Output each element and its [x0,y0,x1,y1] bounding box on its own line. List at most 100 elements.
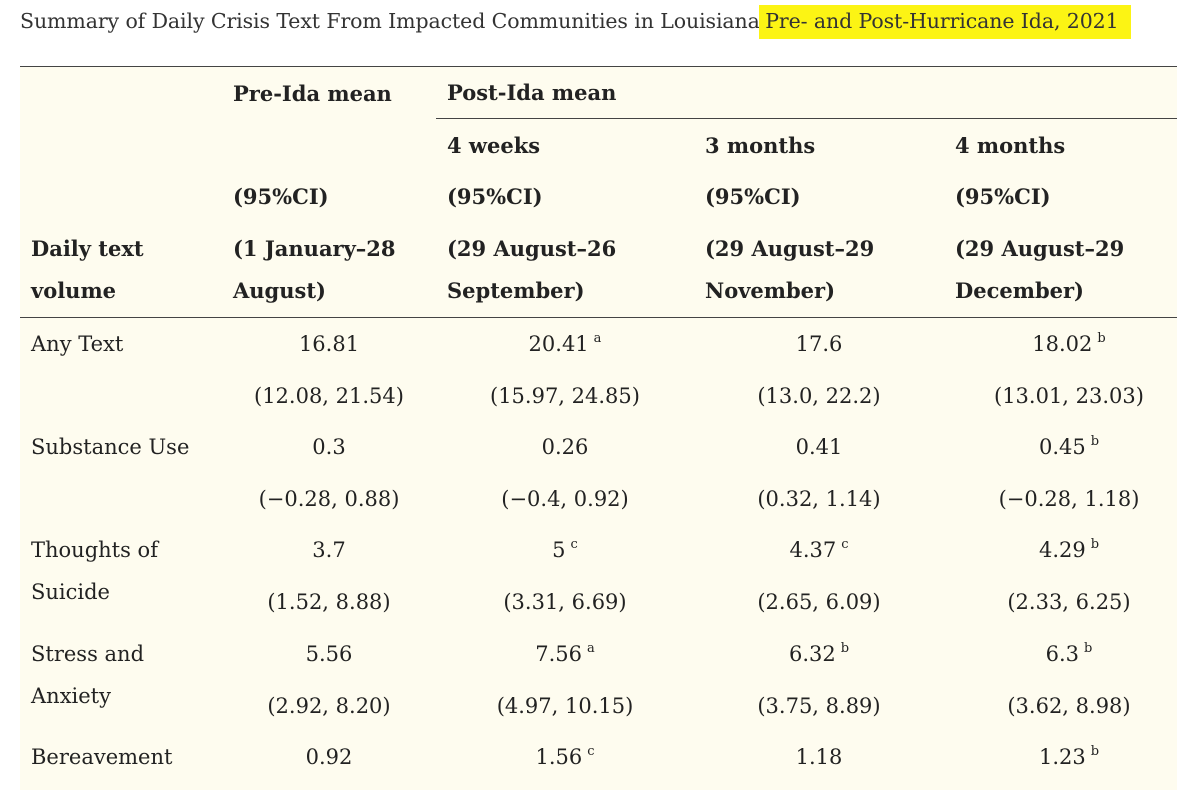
footnote-marker: b [1090,434,1100,449]
mean-number: 3.7 [312,538,346,562]
mean-value: 0.26 [445,426,685,468]
row-label: Any Text [31,332,124,356]
mean-number: 0.26 [541,435,589,459]
row-label: Suicide [31,580,110,604]
table-background [20,66,1177,790]
mean-value: 0.92 [209,736,449,778]
confidence-interval: (−0.4, 0.92) [501,487,629,511]
mean-number: 0.41 [795,435,843,459]
confidence-interval: (2.92, 8.20) [267,694,391,718]
mean-value: 20.41 a [445,323,685,369]
mean-value: 5.56 [209,633,449,675]
confidence-interval: (1.52, 8.88) [267,590,391,614]
header-bottom-rule [20,317,1177,318]
header-post-4weeks-period-line2: September) [447,278,585,303]
row-label: Thoughts of [31,538,158,562]
mean-value: 1.56 c [445,736,685,782]
header-post-4weeks-period-line1: (29 August–26 [447,236,617,261]
mean-value: 6.3 b [949,633,1177,679]
footnote-marker: b [840,641,850,656]
mean-number: 7.56 [535,642,582,666]
confidence-interval: (0.32, 1.14) [757,487,881,511]
table-top-rule [20,66,1177,67]
mean-value: 4.29 b [949,529,1177,575]
footnote-marker: b [1090,537,1100,552]
mean-number: 16.81 [298,332,360,356]
mean-number: 17.6 [795,332,843,356]
header-post-4months-period-line1: (29 August–29 [955,236,1125,261]
confidence-interval: (4.97, 10.15) [496,694,634,718]
mean-value: 6.32 b [699,633,939,679]
mean-number: 1.18 [795,745,843,769]
header-post-3months-title: 3 months [705,133,816,158]
header-row-label-line1: Daily text [31,236,144,261]
mean-value: 0.45 b [949,426,1177,472]
confidence-interval: (3.31, 6.69) [503,590,627,614]
header-post-4weeks-title: 4 weeks [447,133,541,158]
mean-number: 0.3 [312,435,346,459]
row-label: Substance Use [31,435,190,459]
row-label: Bereavement [31,745,173,769]
confidence-interval: (15.97, 24.85) [490,384,640,408]
confidence-interval: (2.65, 6.09) [757,590,881,614]
footnote-marker: c [570,537,578,552]
mean-number: 5 [552,538,566,562]
mean-value: 16.81 [209,323,449,365]
mean-number: 20.41 [528,332,589,356]
mean-value: 0.3 [209,426,449,468]
mean-value: 18.02 b [949,323,1177,369]
mean-value: 1.23 b [949,736,1177,782]
footnote-marker: c [587,744,595,759]
confidence-interval: (13.0, 22.2) [757,384,881,408]
header-pre-title: Pre-Ida mean [233,81,392,106]
confidence-interval: (2.33, 6.25) [1007,590,1131,614]
mean-number: 6.3 [1045,642,1080,666]
confidence-interval: (12.08, 21.54) [254,384,404,408]
footnote-marker: b [1084,641,1093,656]
caption-text: Summary of Daily Crisis Text From Impact… [20,9,760,33]
mean-value: 3.7 [209,529,449,571]
header-post-4months-title: 4 months [955,133,1066,158]
mean-value: 17.6 [699,323,939,365]
confidence-interval: (3.62, 8.98) [1007,694,1131,718]
header-post-3months-period-line1: (29 August–29 [705,236,875,261]
footnote-marker: a [593,331,602,346]
mean-number: 1.23 [1038,745,1086,769]
confidence-interval: (3.75, 8.89) [757,694,881,718]
header-pre-period-line1: (1 January–28 [233,236,396,261]
header-post-title: Post-Ida mean [447,80,617,105]
mean-number: 4.37 [789,538,837,562]
row-label: Stress and [31,642,145,666]
mean-number: 5.56 [305,642,353,666]
mean-number: 18.02 [1032,332,1093,356]
confidence-interval: (13.01, 23.03) [994,384,1144,408]
footnote-marker: b [1097,331,1106,346]
caption-highlight: Pre- and Post-Hurricane Ida, 2021 [758,5,1131,39]
mean-number: 0.92 [305,745,353,769]
row-label: Anxiety [31,684,111,708]
footnote-marker: b [1090,744,1100,759]
mean-number: 6.32 [788,642,836,666]
header-pre-ci: (95%CI) [233,184,329,209]
confidence-interval: (−0.28, 1.18) [998,487,1140,511]
confidence-interval: (−0.28, 0.88) [258,487,400,511]
mean-number: 0.45 [1038,435,1086,459]
header-post-4weeks-ci: (95%CI) [447,184,543,209]
header-post-3months-ci: (95%CI) [705,184,801,209]
mean-value: 4.37 c [699,529,939,575]
header-post-4months-ci: (95%CI) [955,184,1051,209]
mean-value: 0.41 [699,426,939,468]
header-post-4months-period-line2: December) [955,278,1084,303]
mean-value: 7.56 a [445,633,685,679]
mean-number: 4.29 [1038,538,1086,562]
mean-number: 1.56 [535,745,583,769]
header-pre-period-line2: August) [233,278,326,303]
post-ida-rule [436,118,1177,119]
footnote-marker: a [587,641,595,656]
header-row-label-line2: volume [31,278,117,303]
header-post-3months-period-line2: November) [705,278,836,303]
table-caption: Summary of Daily Crisis Text From Impact… [20,5,1131,39]
mean-value: 1.18 [699,736,939,778]
footnote-marker: c [841,537,849,552]
